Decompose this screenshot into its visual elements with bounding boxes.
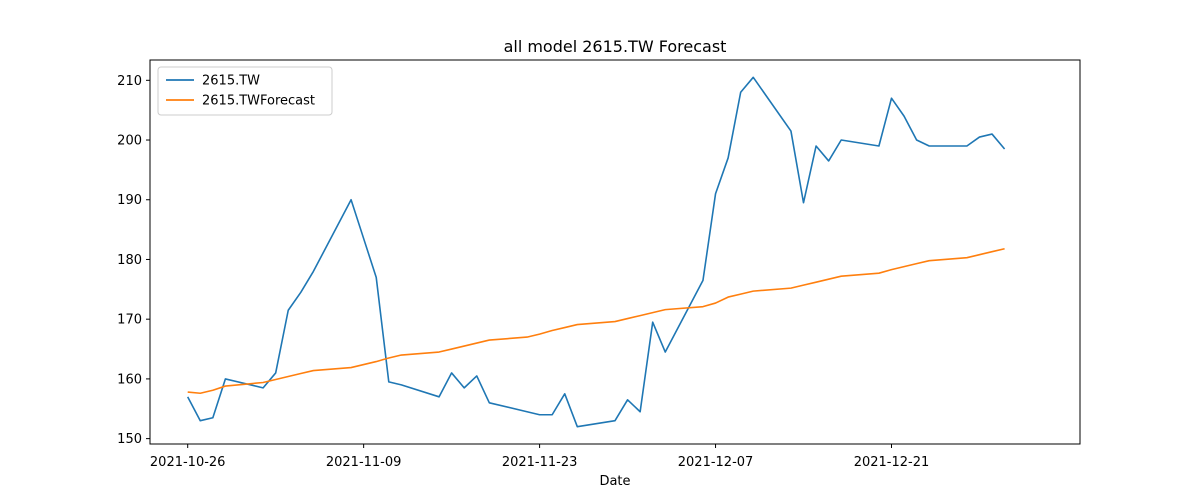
x-tick-label: 2021-11-23 (502, 455, 578, 470)
legend-label-1: 2615.TW (202, 74, 260, 89)
legend-box (157, 66, 333, 116)
x-axis-label: Date (599, 474, 630, 489)
series-line-1 (186, 76, 1006, 428)
x-tick-label: 2021-10-26 (150, 455, 226, 470)
y-tick-label: 150 (117, 432, 142, 447)
y-tick-label: 200 (117, 134, 142, 149)
series-line-2 (187, 247, 1005, 395)
plot-frame (149, 59, 1081, 445)
x-tick-label: 2021-11-09 (326, 455, 402, 470)
y-tick-label: 170 (117, 313, 142, 328)
plot-area (186, 76, 1006, 428)
y-tick-label: 180 (117, 253, 142, 268)
legend-label-2: 2615.TWForecast (202, 94, 315, 109)
y-tick-label: 210 (117, 74, 142, 89)
chart-title: all model 2615.TW Forecast (504, 37, 727, 56)
y-axis: 150 160 170 180 190 200 210 (117, 74, 150, 447)
x-axis: 2021-10-26 2021-11-09 2021-11-23 2021-12-07… (150, 444, 929, 470)
y-tick-label: 160 (117, 372, 142, 387)
legend: 2615.TW 2615.TWForecast (157, 66, 333, 116)
x-tick-label: 2021-12-07 (678, 455, 754, 470)
y-tick-label: 190 (117, 193, 142, 208)
x-tick-label: 2021-12-21 (854, 455, 930, 470)
